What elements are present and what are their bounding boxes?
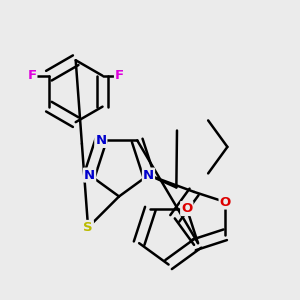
Text: S: S (83, 221, 93, 234)
Text: O: O (220, 196, 231, 208)
Text: O: O (181, 202, 192, 215)
Text: F: F (115, 69, 124, 82)
Text: F: F (27, 69, 36, 82)
Text: N: N (143, 169, 154, 182)
Text: N: N (84, 169, 95, 182)
Text: N: N (95, 134, 106, 147)
